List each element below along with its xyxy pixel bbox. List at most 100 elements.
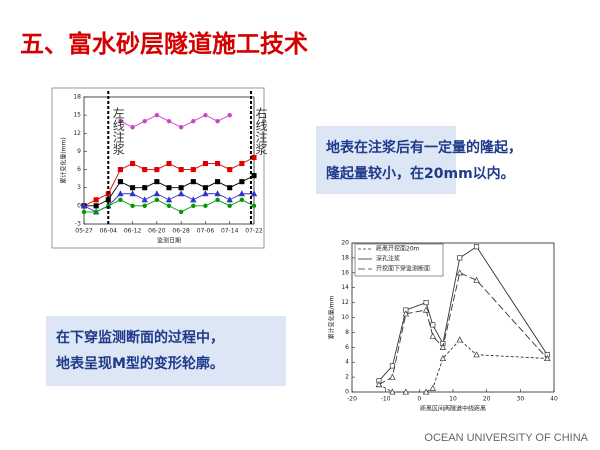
point (93, 203, 99, 209)
point (166, 118, 172, 124)
point (402, 388, 410, 395)
point (227, 112, 232, 118)
point (130, 160, 136, 167)
callout-line: 隆起量较小，在20mm以内。 (326, 165, 515, 182)
point (130, 185, 136, 191)
legend-label: 深孔注浆 (376, 255, 400, 263)
x-tick-label: 06-28 (172, 228, 190, 235)
x-tick-label: -10 (381, 396, 391, 403)
point (238, 190, 246, 197)
point (202, 185, 208, 191)
callout-line: 地表呈现M型的变形轮廓。 (56, 355, 224, 372)
point (117, 179, 123, 185)
point (202, 190, 209, 197)
point (154, 197, 160, 203)
y-tick-label: 16 (341, 269, 349, 276)
point (429, 384, 436, 391)
point (456, 269, 463, 276)
y-tick-label: 6 (77, 166, 81, 173)
point (106, 203, 111, 209)
point (544, 354, 551, 362)
callout-box (316, 126, 456, 194)
point (422, 306, 430, 313)
x-tick-label: 07-14 (221, 228, 239, 235)
x-tick-label: 07-06 (197, 228, 215, 235)
y-tick-label: 2 (345, 374, 349, 381)
point (439, 354, 447, 362)
point (456, 336, 463, 343)
point (439, 343, 447, 350)
y-tick-label: 6 (345, 344, 349, 351)
y-tick-label: 12 (341, 299, 349, 306)
x-tick-label: 40 (550, 396, 558, 403)
y-axis-title: 累计变化量(mm) (60, 137, 68, 183)
point (474, 244, 480, 250)
point (389, 373, 396, 380)
point (191, 203, 196, 209)
point (239, 179, 245, 185)
y-tick-label: 12 (73, 130, 81, 137)
point (130, 203, 135, 209)
point (178, 185, 184, 191)
point (473, 276, 480, 283)
point (142, 203, 147, 209)
y-tick-label: 0 (77, 202, 81, 209)
x-tick-label: 06-12 (124, 228, 142, 235)
point (166, 185, 172, 191)
y-tick-label: 3 (77, 184, 81, 191)
point (178, 167, 184, 173)
series-line (378, 272, 548, 385)
point (141, 196, 148, 203)
point (142, 185, 148, 191)
y-tick-label: 20 (341, 240, 349, 247)
point (215, 118, 220, 124)
x-tick-label: 10 (449, 396, 457, 403)
slide-title: 五、富水砂层隧道施工技术 (20, 30, 308, 58)
point (154, 167, 160, 173)
y-tick-label: -3 (75, 221, 81, 228)
legend-label: 开挖面下穿监测断面 (376, 265, 430, 273)
point (191, 118, 196, 124)
point (215, 160, 221, 167)
point (81, 209, 87, 215)
y-tick-label: 0 (345, 389, 349, 396)
point (117, 190, 124, 197)
legend-label: 距离开挖面20m (376, 245, 420, 253)
point (177, 190, 185, 197)
point (178, 209, 184, 215)
point (402, 310, 410, 317)
x-tick-label: 30 (517, 396, 525, 403)
point (142, 118, 147, 124)
x-tick-label: 06-20 (148, 228, 166, 235)
point (93, 197, 99, 203)
point (154, 112, 160, 118)
y-tick-label: 18 (341, 254, 349, 261)
y-tick-label: 4 (345, 359, 349, 366)
point (251, 203, 257, 209)
point (429, 332, 436, 339)
x-axis-title: 监测日期 (157, 237, 181, 245)
x-tick-label: 07-22 (245, 228, 263, 235)
point (215, 179, 221, 185)
point (80, 202, 88, 209)
point (154, 179, 160, 185)
point (215, 197, 220, 203)
y-tick-label: 8 (345, 329, 349, 336)
point (227, 185, 233, 191)
point (129, 190, 136, 197)
point (117, 167, 123, 173)
point (214, 190, 221, 197)
point (473, 351, 480, 358)
x-axis-title: 距离区间两隧道中线距离 (420, 405, 486, 413)
point (165, 196, 173, 203)
annotation: 右线注浆 (254, 106, 268, 155)
point (118, 118, 123, 124)
point (239, 197, 245, 203)
point (178, 125, 184, 130)
point (457, 255, 463, 261)
point (142, 167, 148, 173)
point (251, 154, 257, 161)
point (153, 190, 161, 197)
